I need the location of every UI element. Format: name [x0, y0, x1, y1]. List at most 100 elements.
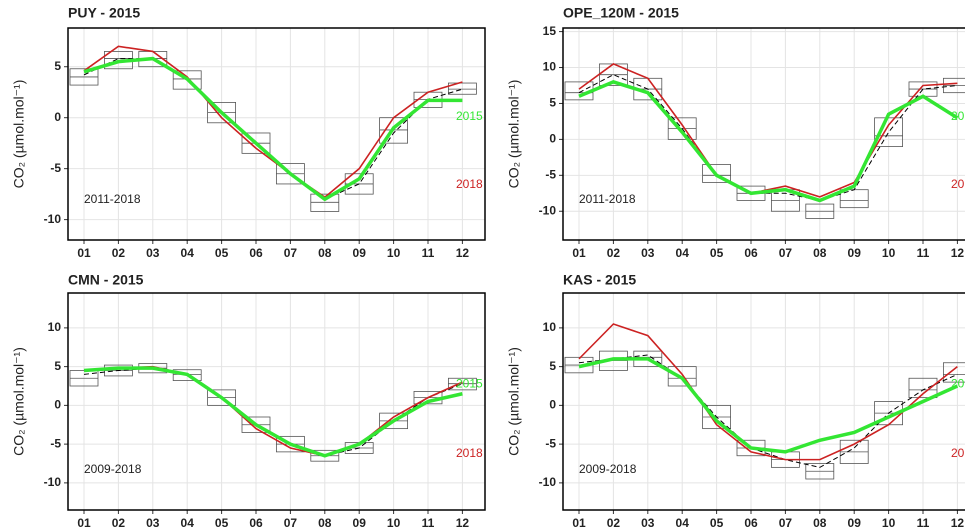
x-tick-label: 09	[353, 246, 367, 260]
series-line	[83, 366, 463, 458]
x-tick-label: 04	[676, 516, 690, 530]
x-tick-label: 07	[779, 516, 793, 530]
plot-background	[563, 28, 965, 240]
x-tick-label: 10	[387, 516, 401, 530]
box	[172, 70, 202, 90]
panel-title: CMN - 2015	[68, 272, 144, 288]
series-line	[578, 74, 958, 201]
y-tick-label: 0	[549, 132, 556, 146]
x-tick-label: 11	[917, 246, 930, 260]
box	[667, 366, 697, 387]
y-axis-label: CO₂ (µmol.mol⁻¹)	[506, 80, 522, 189]
series-label: 2018	[951, 177, 965, 191]
series-line	[578, 323, 958, 461]
y-tick-label: 5	[54, 359, 61, 373]
x-tick-label: 09	[848, 516, 862, 530]
x-tick-label: 09	[848, 246, 862, 260]
y-tick-label: 0	[54, 398, 61, 412]
period-annotation: 2011-2018	[84, 192, 141, 206]
box	[702, 164, 731, 183]
x-tick-label: 12	[951, 516, 965, 530]
y-tick-label: 5	[549, 359, 556, 373]
series-label: 2015	[456, 376, 483, 390]
panel-title: PUY - 2015	[68, 5, 140, 21]
y-tick-label: -10	[539, 475, 557, 489]
panel-title: OPE_120M - 2015	[563, 5, 679, 21]
plot-background	[68, 293, 485, 510]
plot-background	[563, 293, 965, 510]
series-label: 2018	[456, 446, 483, 460]
x-tick-label: 04	[181, 516, 195, 530]
x-tick-label: 03	[146, 246, 160, 260]
x-tick-label: 10	[882, 246, 896, 260]
y-tick-label: 0	[54, 110, 61, 124]
y-tick-label: 10	[543, 60, 557, 74]
y-tick-label: -10	[539, 203, 557, 217]
y-tick-label: -10	[44, 475, 62, 489]
y-tick-label: -5	[545, 436, 556, 450]
series-label: 2015	[951, 109, 965, 123]
box	[943, 362, 965, 383]
x-tick-label: 04	[181, 246, 195, 260]
series-label: 2015	[951, 376, 965, 390]
y-tick-label: -5	[545, 167, 556, 181]
x-tick-label: 12	[951, 246, 965, 260]
y-tick-label: 10	[543, 320, 557, 334]
series-label: 2018	[456, 177, 483, 191]
x-tick-label: 03	[641, 246, 655, 260]
x-tick-label: 10	[882, 516, 896, 530]
box	[447, 82, 477, 95]
x-tick-label: 07	[779, 246, 793, 260]
x-tick-label: 08	[318, 246, 332, 260]
x-tick-label: 12	[456, 246, 470, 260]
x-tick-label: 06	[249, 246, 263, 260]
x-tick-label: 05	[710, 246, 724, 260]
x-tick-label: 01	[572, 516, 586, 530]
x-tick-label: 03	[641, 516, 655, 530]
x-tick-label: 02	[112, 246, 126, 260]
series-line	[578, 357, 959, 454]
x-tick-label: 02	[112, 516, 126, 530]
y-tick-label: 0	[549, 398, 556, 412]
x-tick-label: 11	[422, 246, 435, 260]
x-tick-label: 03	[146, 516, 160, 530]
series-line	[83, 45, 463, 199]
x-tick-label: 02	[607, 516, 621, 530]
x-tick-label: 02	[607, 246, 621, 260]
series-line	[578, 354, 958, 468]
x-tick-label: 06	[744, 516, 758, 530]
x-tick-label: 09	[353, 516, 367, 530]
x-tick-label: 07	[284, 516, 298, 530]
y-tick-label: 5	[54, 59, 61, 73]
period-annotation: 2009-2018	[84, 462, 142, 476]
y-tick-label: 5	[549, 96, 556, 110]
x-tick-label: 06	[744, 246, 758, 260]
x-tick-label: 08	[813, 246, 827, 260]
x-tick-label: 01	[77, 516, 91, 530]
y-tick-label: -10	[44, 212, 62, 226]
x-tick-label: 05	[215, 246, 229, 260]
x-tick-label: 08	[813, 516, 827, 530]
series-line	[83, 56, 463, 202]
box	[310, 193, 340, 212]
y-axis-label: CO₂ (µmol.mol⁻¹)	[11, 80, 27, 189]
plot-frame	[67, 292, 486, 511]
series-label: 2018	[951, 446, 965, 460]
plot-frame	[562, 292, 965, 511]
period-annotation: 2011-2018	[579, 192, 636, 206]
plot-frame	[67, 27, 486, 241]
box	[172, 369, 202, 381]
series-line	[578, 80, 959, 203]
x-tick-label: 01	[77, 246, 91, 260]
x-tick-label: 01	[572, 246, 586, 260]
x-tick-label: 05	[710, 516, 724, 530]
x-tick-label: 05	[215, 516, 229, 530]
y-axis-label: CO₂ (µmol.mol⁻¹)	[11, 347, 27, 456]
y-axis-label: CO₂ (µmol.mol⁻¹)	[506, 347, 522, 456]
plot-background	[68, 28, 485, 240]
plot-frame	[562, 27, 965, 241]
x-tick-label: 11	[422, 516, 435, 530]
